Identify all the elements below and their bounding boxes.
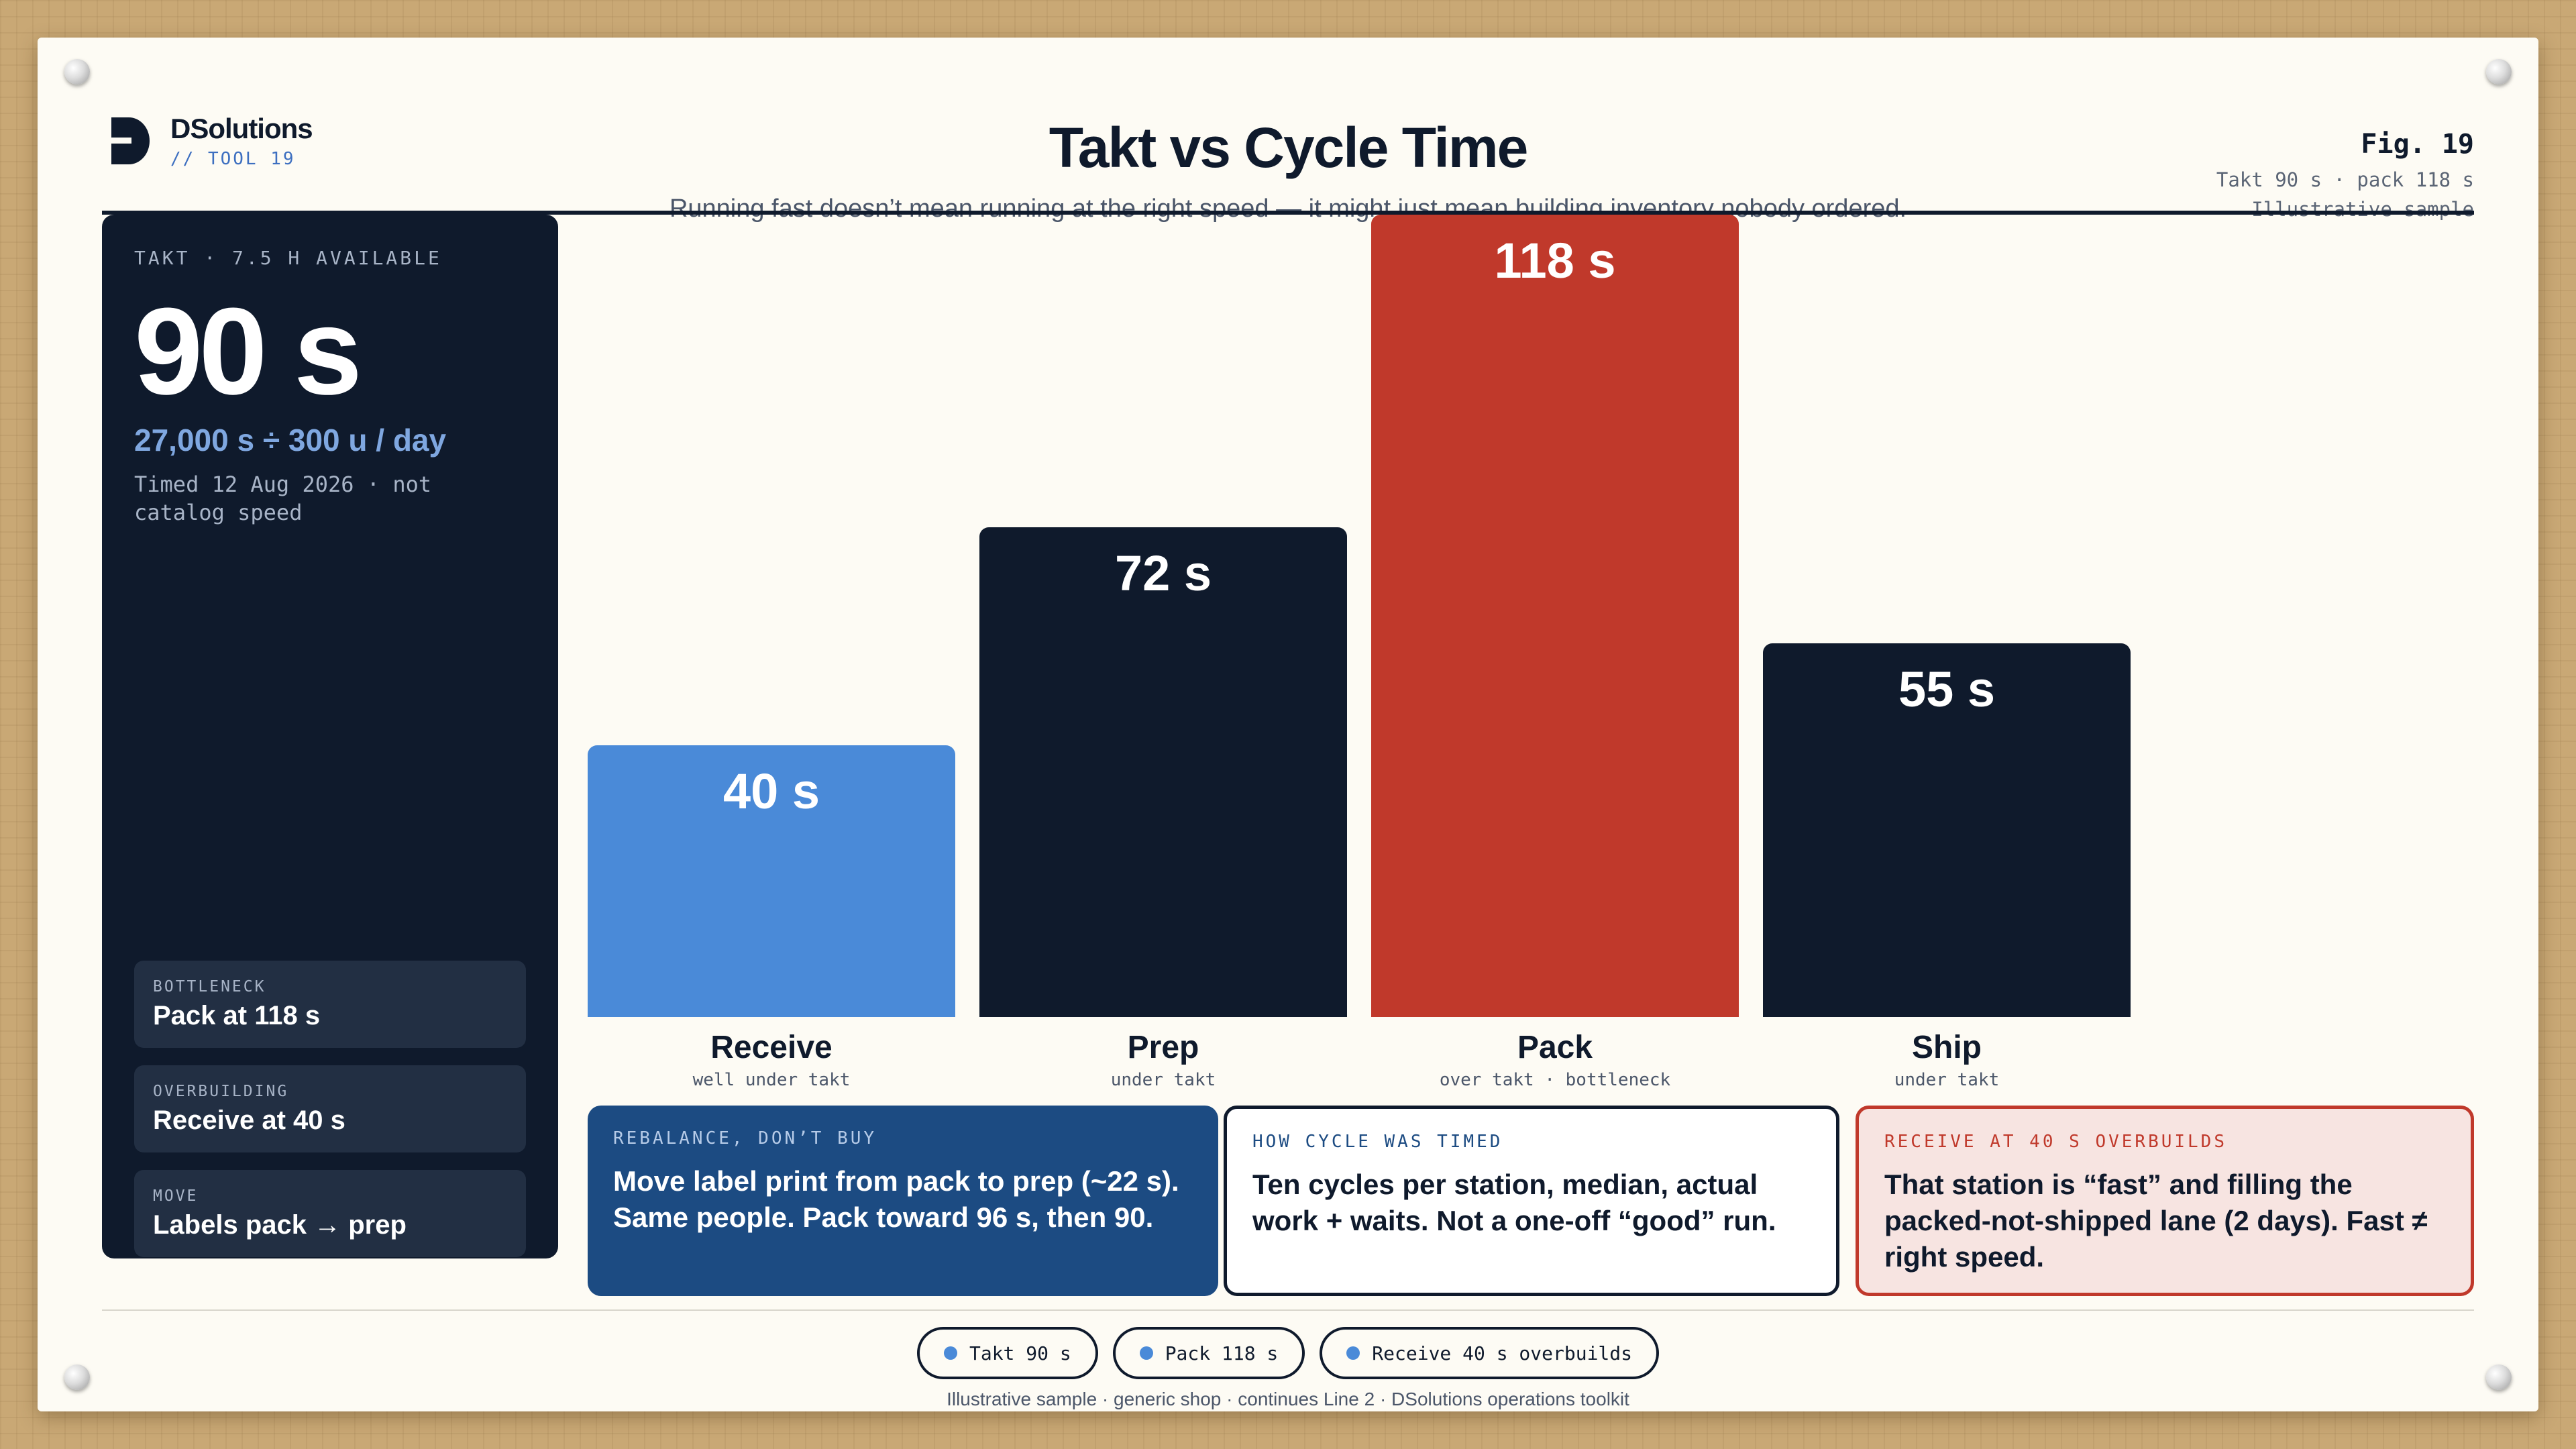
- category-label: Ship under takt: [1763, 1029, 2131, 1090]
- chip-bottleneck: BOTTLENECK Pack at 118 s: [134, 961, 526, 1048]
- pill-label: Receive 40 s overbuilds: [1372, 1342, 1633, 1364]
- chip-value: Labels pack → prep: [153, 1210, 407, 1240]
- title-block: Takt vs Cycle Time Running fast doesn’t …: [38, 119, 2538, 223]
- callout-how-timed: HOW CYCLE WAS TIMED Ten cycles per stati…: [1224, 1106, 1839, 1296]
- brand-name: DSolutions: [170, 113, 313, 144]
- takt-formula: 27,000 s ÷ 300 u / day: [134, 423, 447, 458]
- brand-tag: // TOOL 19: [170, 149, 296, 169]
- bar-value-label: 118 s: [1494, 233, 1616, 288]
- category-sublabel: under takt: [1110, 1070, 1216, 1090]
- category-name: Receive: [710, 1030, 833, 1065]
- poster-board: DSolutions // TOOL 19 Takt vs Cycle Time…: [38, 38, 2538, 1411]
- takt-panel: TAKT · 7.5 H AVAILABLE 90 s 27,000 s ÷ 3…: [102, 215, 558, 1258]
- takt-value: 90 s: [134, 282, 362, 420]
- pill-dot-icon: [1346, 1346, 1360, 1360]
- figure-number: Fig. 19: [2361, 129, 2474, 160]
- callout-body: That station is “fast” and filling the p…: [1884, 1169, 2428, 1273]
- takt-eyebrow: TAKT · 7.5 H AVAILABLE: [134, 247, 442, 269]
- brand-logo-icon: [111, 117, 150, 164]
- chip-value: Receive at 40 s: [153, 1106, 345, 1135]
- pin-bottom-right: [2486, 1364, 2512, 1390]
- cycle-time-bar-chart: 40 s Receive well under takt 72 s Prep under …: [588, 215, 2474, 1090]
- category-label: Receive well under takt: [588, 1029, 955, 1090]
- pill-dot-icon: [943, 1346, 957, 1360]
- category-name: Pack: [1517, 1030, 1593, 1065]
- bar-prep: 72 s: [979, 527, 1347, 1017]
- bar-value-label: 72 s: [1114, 545, 1212, 601]
- chip-move: MOVE Labels pack → prep: [134, 1170, 526, 1257]
- pill-takt: Takt 90 s: [916, 1327, 1098, 1379]
- chip-label: BOTTLENECK: [153, 978, 266, 996]
- category-label: Prep under takt: [979, 1029, 1347, 1090]
- category-sublabel: well under takt: [692, 1070, 851, 1090]
- pill-label: Pack 118 s: [1165, 1342, 1279, 1364]
- figure-meta-line-2: Illustrative sample: [2251, 198, 2474, 221]
- chip-value: Pack at 118 s: [153, 1001, 321, 1030]
- category-sublabel: under takt: [1894, 1070, 2000, 1090]
- takt-chips: BOTTLENECK Pack at 118 s OVERBUILDING Re…: [134, 961, 526, 1275]
- category-sublabel: over takt · bottleneck: [1439, 1070, 1671, 1090]
- callout-rebalance: REBALANCE, DON’T BUY Move label print fr…: [588, 1106, 1218, 1296]
- bar-value-label: 55 s: [1898, 661, 1996, 717]
- callout-eyebrow: HOW CYCLE WAS TIMED: [1252, 1132, 1503, 1152]
- pin-top-left: [64, 59, 90, 85]
- page-title: Takt vs Cycle Time: [1049, 116, 1529, 179]
- figure-meta-line-1: Takt 90 s · pack 118 s: [2216, 168, 2474, 191]
- pill-pack: Pack 118 s: [1112, 1327, 1305, 1379]
- callout-body: Move label print from pack to prep (~22 …: [613, 1165, 1179, 1233]
- pill-dot-icon: [1139, 1346, 1153, 1360]
- pill-receive: Receive 40 s overbuilds: [1320, 1327, 1660, 1379]
- category-name: Prep: [1127, 1030, 1199, 1065]
- footer-note: Illustrative sample · generic shop · con…: [947, 1389, 1629, 1409]
- bar-value-label: 40 s: [722, 763, 820, 819]
- callout-body: Ten cycles per station, median, actual w…: [1252, 1169, 1776, 1236]
- category-name: Ship: [1912, 1030, 1982, 1065]
- category-label: Pack over takt · bottleneck: [1371, 1029, 1739, 1090]
- bar-receive: 40 s: [588, 745, 955, 1017]
- header-divider: [102, 211, 2474, 215]
- summary-pills: Takt 90 s Pack 118 s Receive 40 s overbu…: [38, 1327, 2538, 1379]
- callout-eyebrow: RECEIVE AT 40 S OVERBUILDS: [1884, 1132, 2227, 1152]
- chip-label: OVERBUILDING: [153, 1083, 289, 1100]
- chip-label: MOVE: [153, 1187, 199, 1205]
- chip-overbuilding: OVERBUILDING Receive at 40 s: [134, 1065, 526, 1152]
- bar-ship: 55 s: [1763, 643, 2131, 1017]
- brand: DSolutions // TOOL 19: [111, 113, 313, 169]
- callout-eyebrow: REBALANCE, DON’T BUY: [613, 1128, 877, 1148]
- pill-label: Takt 90 s: [969, 1342, 1071, 1364]
- footer-divider: [102, 1309, 2474, 1311]
- callout-overbuilds: RECEIVE AT 40 S OVERBUILDS That station …: [1856, 1106, 2474, 1296]
- pin-top-right: [2486, 59, 2512, 85]
- takt-note: Timed 12 Aug 2026 · not catalog speed: [134, 472, 432, 525]
- figure-meta: Fig. 19 Takt 90 s · pack 118 s Illustrat…: [2216, 129, 2474, 224]
- bar-pack: 118 s: [1371, 215, 1739, 1017]
- pin-bottom-left: [64, 1364, 90, 1390]
